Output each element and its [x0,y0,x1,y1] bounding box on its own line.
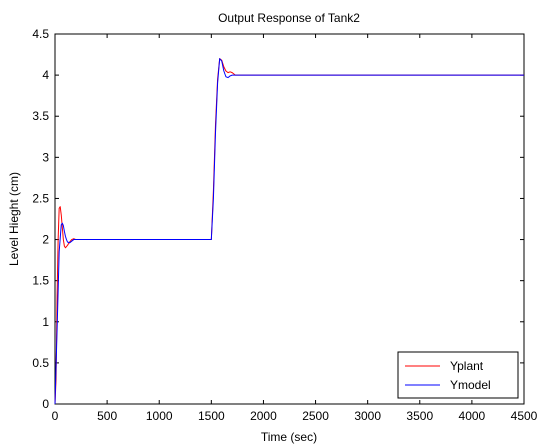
y-tick-label: 1.5 [32,274,49,288]
legend-label-yplant: Yplant [450,359,484,373]
legend-label-ymodel: Ymodel [450,378,491,392]
x-tick-label: 500 [97,409,117,423]
y-tick-label: 1 [42,315,49,329]
x-tick-label: 1000 [146,409,173,423]
y-tick-label: 4.5 [32,27,49,41]
series-line-ymodel [54,58,524,405]
x-tick-label: 0 [52,409,59,423]
series-lines [54,58,524,405]
x-tick-label: 2000 [250,409,277,423]
plot-area [54,33,525,405]
x-axis-label: Time (sec) [261,430,317,444]
y-tick-label: 0 [42,397,49,411]
y-tick-label: 4 [42,68,49,82]
y-tick-label: 3 [42,150,49,164]
x-tick-label: 3500 [406,409,433,423]
x-tick-label: 4500 [511,409,538,423]
y-tick-label: 2 [42,233,49,247]
chart-title: Output Response of Tank2 [218,11,360,25]
x-tick-label: 1500 [198,409,225,423]
y-axis-label: Level Hieght (cm) [7,172,21,266]
x-tick-label: 2500 [302,409,329,423]
x-tick-label: 4000 [459,409,486,423]
y-tick-label: 2.5 [32,191,49,205]
y-tick-label: 0.5 [32,356,49,370]
legend: Yplant Ymodel [397,351,519,399]
axis-tick-labels: 0 500 1000 1500 2000 2500 3000 3500 4000 4500 0 0.5… [32,27,537,423]
legend-box [397,351,519,399]
axis-ticks [54,33,525,405]
x-tick-label: 3000 [354,409,381,423]
y-tick-label: 3.5 [32,109,49,123]
